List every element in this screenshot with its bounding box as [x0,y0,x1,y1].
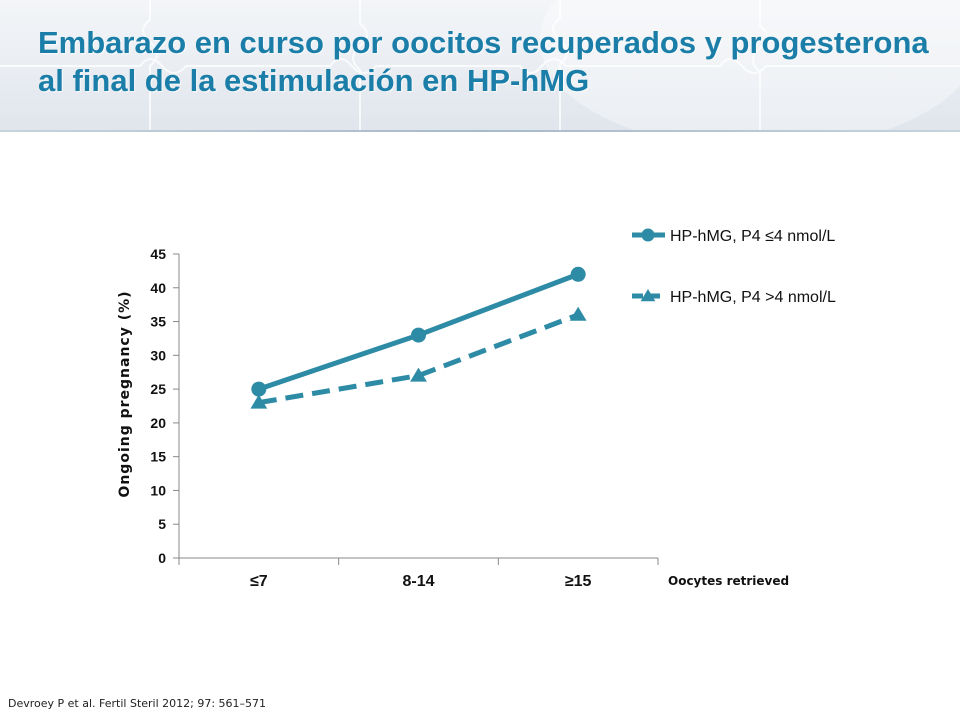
y-tick-label: 45 [150,246,166,262]
title-line-1: Embarazo en curso por oocitos recuperado… [38,25,929,60]
y-tick-label: 35 [150,314,166,330]
series-1-point [251,381,267,397]
y-tick-label: 25 [150,381,166,397]
series-line-2 [258,312,580,406]
series-1-point [411,327,426,343]
series-2-point [250,394,268,409]
series-1-point [570,266,586,282]
y-tick-label: 40 [150,280,166,296]
series-2-point [410,367,427,382]
y-tick-label: 15 [150,449,166,465]
puzzle-background [0,0,960,132]
slide-header: Embarazo en curso por oocitos recuperado… [0,0,960,132]
legend-label-1: HP-hMG, P4 ≤4 nmol/L [670,228,835,245]
x-tick-label: ≤7 [250,573,268,590]
x-tick-label: ≥15 [565,573,592,590]
legend-marker-2 [640,289,656,302]
legend-label-2: HP-hMG, P4 >4 nmol/L [670,289,836,306]
y-tick-label: 20 [150,415,166,431]
y-tick-label: 30 [150,347,166,363]
legend-marker-1 [641,228,655,242]
title-line-2: al final de la estimulación en HP-hMG [38,63,590,98]
slide-title: Embarazo en curso por oocitos recuperado… [38,24,938,100]
citation: Devroey P et al. Fertil Steril 2012; 97:… [8,697,267,710]
x-tick-label: 8-14 [402,573,434,590]
y-tick-label: 0 [158,550,166,566]
y-tick-label: 10 [150,482,166,498]
x-axis-label: Oocytes retrieved [668,574,789,588]
series-2-point [569,306,587,321]
y-axis-label: Ongoing pregnancy (%) [117,290,133,497]
header-divider [0,130,960,132]
y-tick-label: 5 [158,516,166,532]
